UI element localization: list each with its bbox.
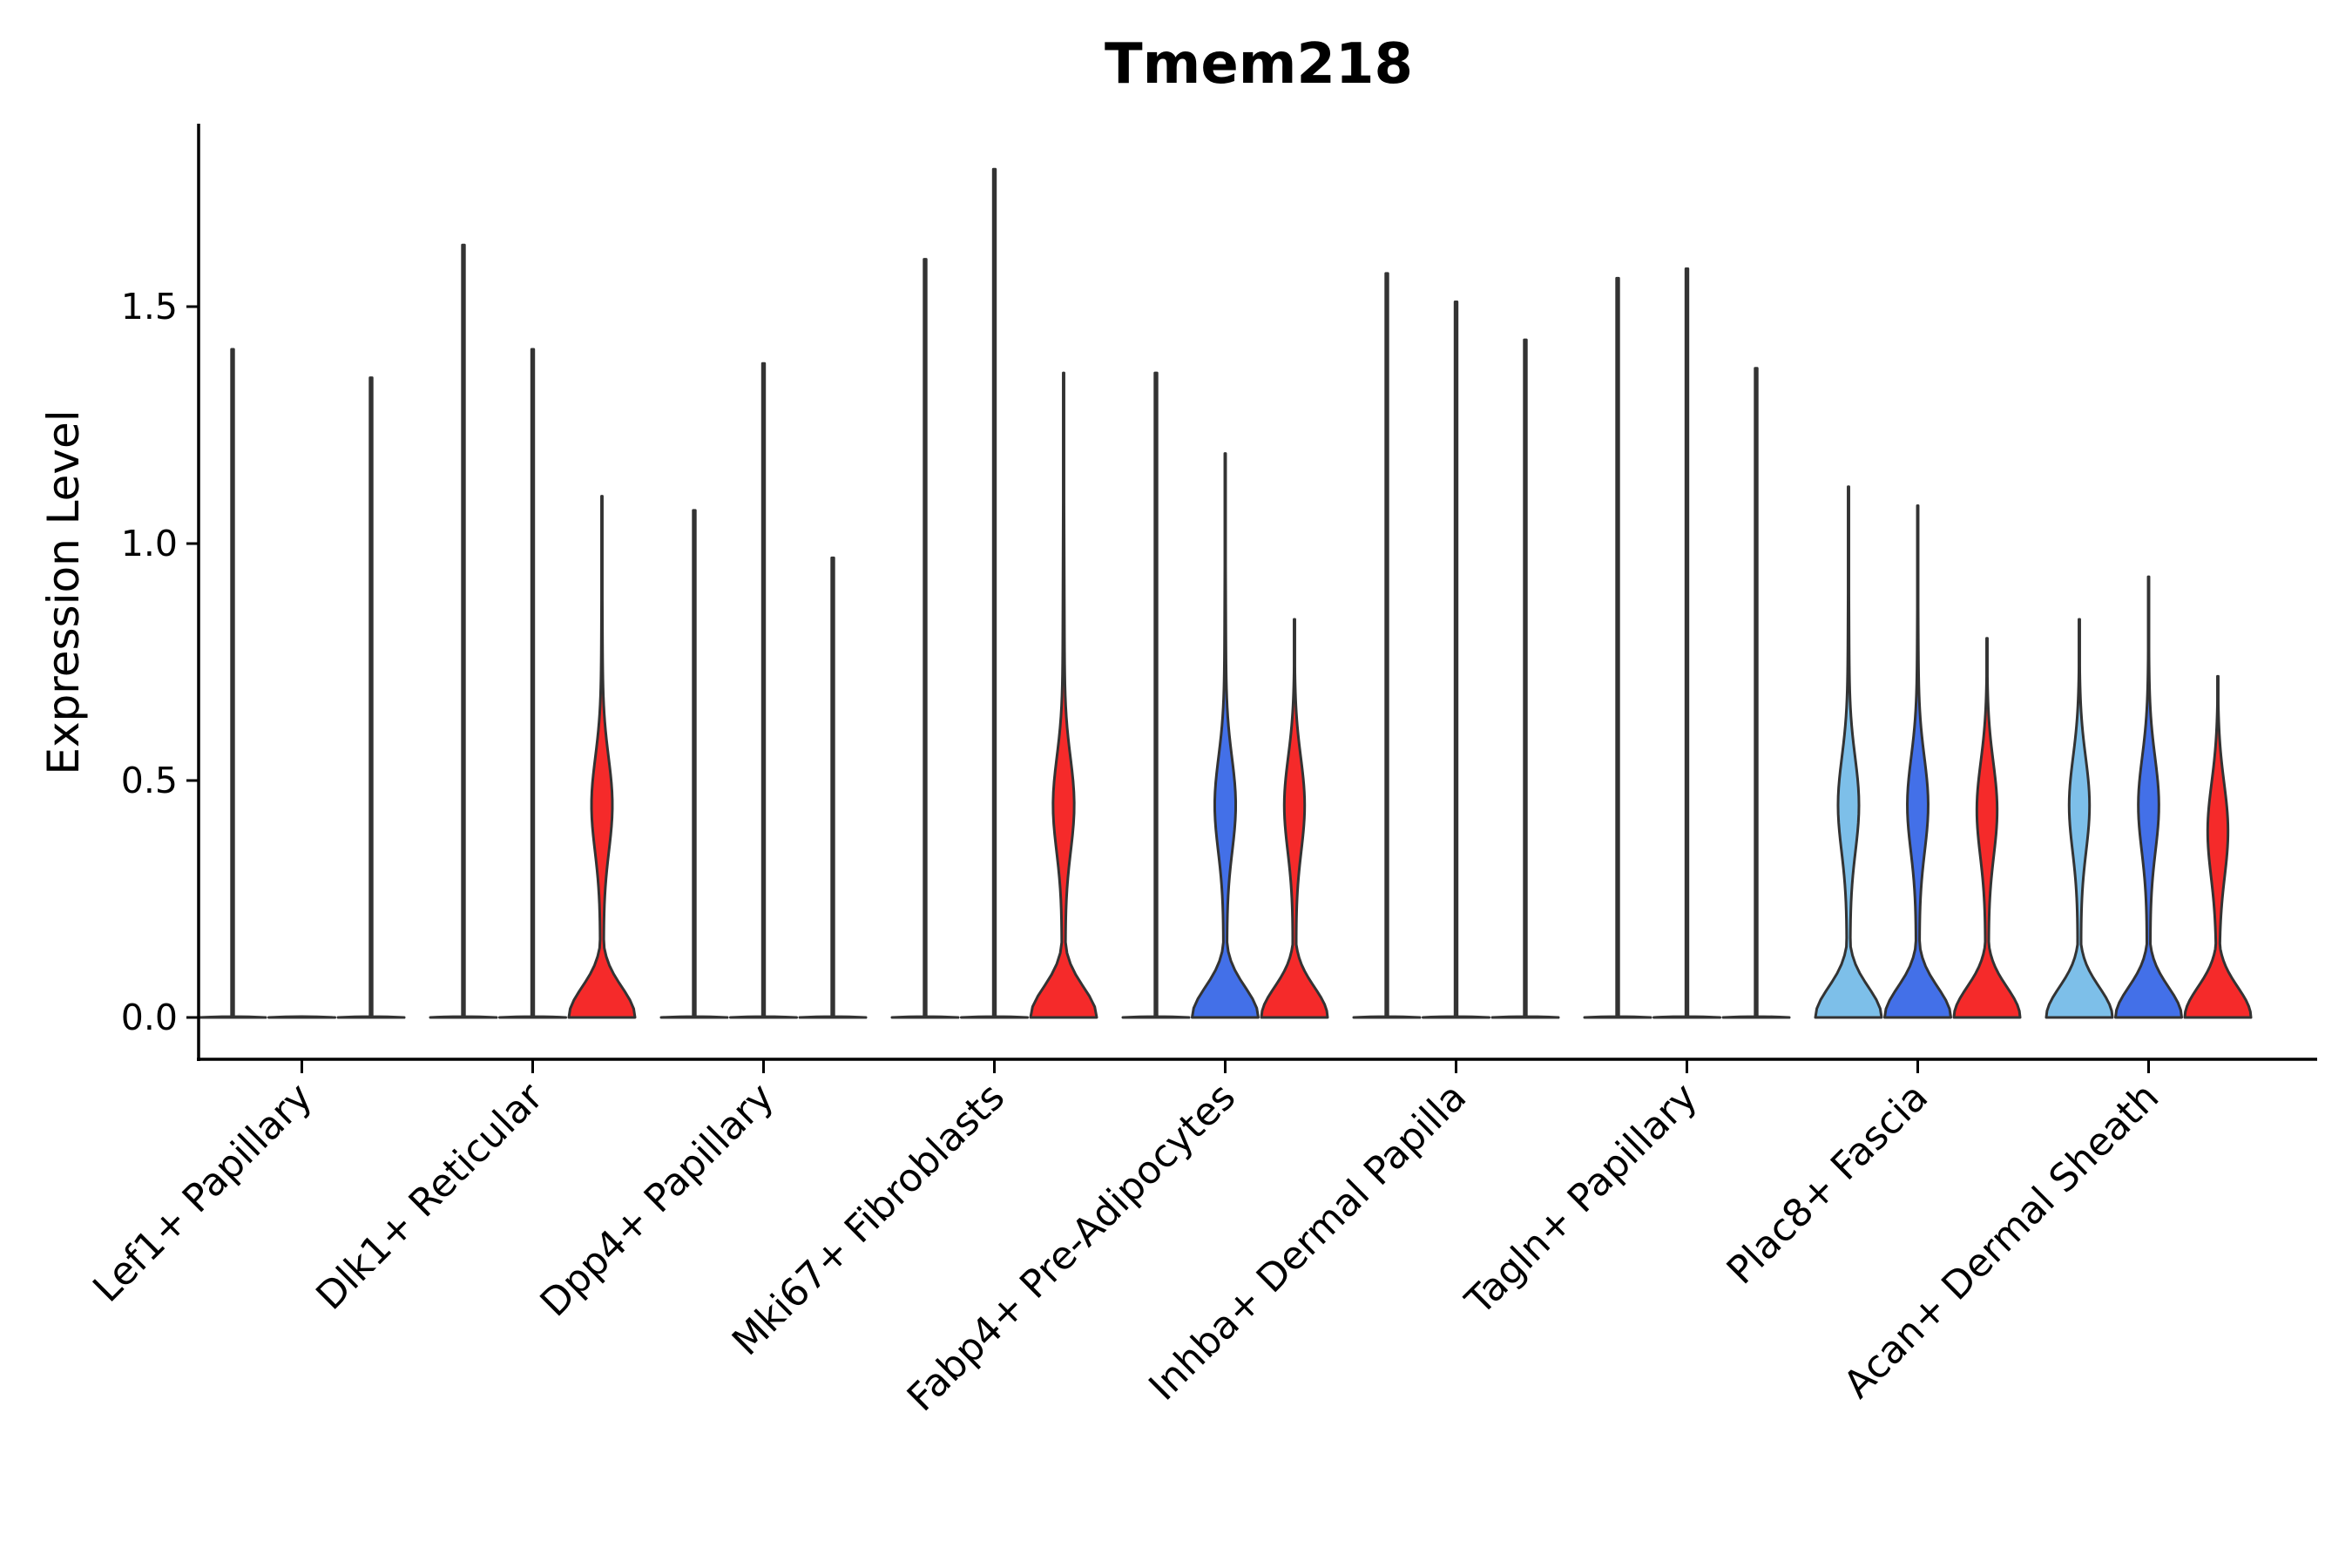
violin-group3	[798, 556, 868, 1019]
violin-group1	[1583, 276, 1652, 1019]
x-tick-label: Plac8+ Fascia	[1719, 1075, 1937, 1294]
violin-group2	[1422, 301, 1490, 1019]
violin-group2	[498, 348, 567, 1019]
x-tick-label: Lef1+ Papillary	[84, 1075, 321, 1311]
x-tick-label: Tagln+ Papillary	[1456, 1075, 1706, 1324]
violin-group	[198, 167, 2253, 1019]
violin-group1	[198, 348, 267, 1019]
violin-group3	[336, 376, 406, 1019]
chart-title: Tmem218	[1105, 32, 1413, 97]
y-tick-label: 0.0	[121, 997, 178, 1038]
violin-group2	[1883, 504, 1952, 1019]
violin-group3	[1260, 618, 1329, 1019]
y-ticks: 0.0 0.5 1.0 1.5	[121, 286, 199, 1038]
violin-group3	[1721, 367, 1791, 1019]
violin-group3	[1029, 371, 1098, 1019]
violin-group3	[1952, 637, 2022, 1019]
violin-group1	[1814, 485, 1883, 1019]
y-tick-label: 1.0	[121, 523, 178, 564]
violin-group3	[567, 495, 637, 1019]
y-tick-label: 0.5	[121, 760, 178, 801]
violin-group1	[890, 258, 960, 1019]
violin-group1	[659, 509, 729, 1019]
violin-group2	[1191, 452, 1260, 1019]
violin-group3	[1490, 338, 1560, 1019]
x-tick-label: Dpp4+ Papillary	[532, 1075, 783, 1326]
violin-group2	[960, 167, 1029, 1019]
violin-group1	[1121, 371, 1191, 1019]
violin-group2	[729, 362, 798, 1019]
violin-group3	[2183, 674, 2253, 1019]
violin-group2	[2114, 575, 2183, 1019]
violin-group1	[429, 243, 498, 1019]
x-tick-label: Dlk1+ Reticular	[308, 1074, 552, 1319]
violin-group1	[1352, 272, 1422, 1019]
violin-group2	[1652, 267, 1721, 1019]
y-axis-label: Expression Level	[38, 409, 89, 774]
violin-group1	[2044, 618, 2114, 1019]
y-tick-label: 1.5	[121, 286, 178, 328]
